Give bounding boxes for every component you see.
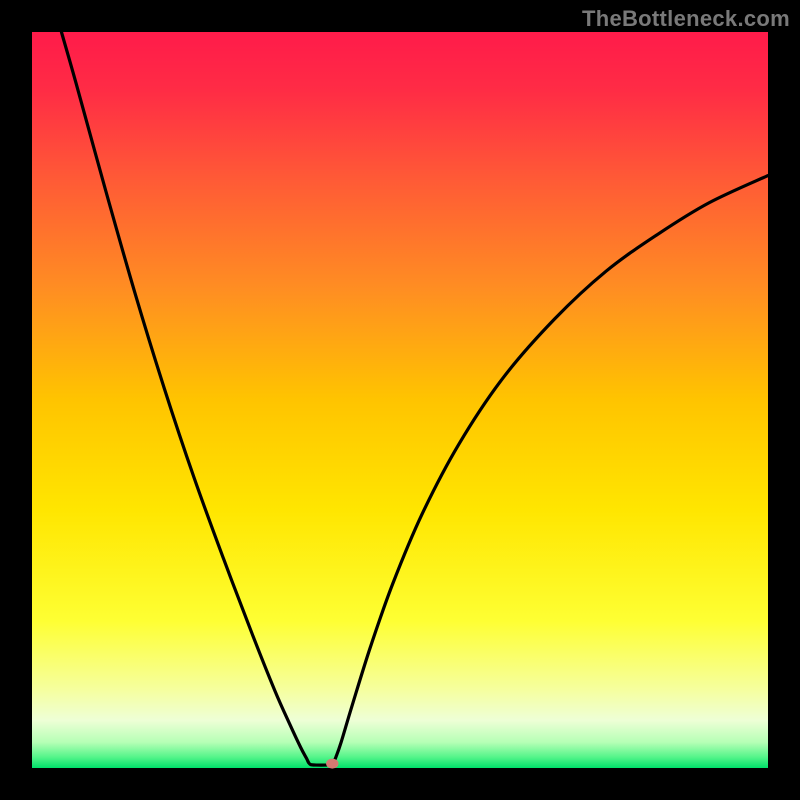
optimal-point-marker xyxy=(326,759,338,769)
plot-background xyxy=(32,32,768,768)
watermark-text: TheBottleneck.com xyxy=(582,6,790,32)
chart-container: { "watermark": { "text": "TheBottleneck.… xyxy=(0,0,800,800)
bottleneck-chart xyxy=(0,0,800,800)
